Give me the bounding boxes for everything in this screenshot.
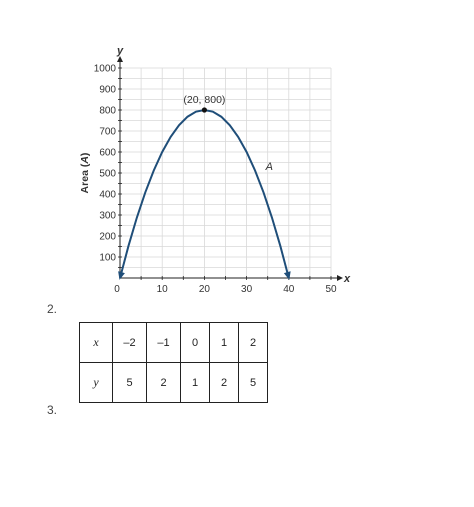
x-axis-title: Length (L) [200, 299, 251, 300]
table-cell: –1 [146, 322, 181, 363]
table-cell: 1 [209, 322, 239, 363]
x-tick-label: 40 [283, 284, 295, 295]
y-tick-label: 400 [99, 190, 116, 201]
x-tick-label: 50 [325, 284, 337, 295]
chart-series [118, 107, 291, 280]
y-tick-label: 600 [99, 148, 116, 159]
table-header-x: x [79, 322, 113, 363]
series-arrowhead [118, 271, 125, 280]
y-tick-label: 900 [99, 85, 116, 96]
chart-ticks: 0 10 20 30 40 50 100 200 300 400 500 600 700 800 900 10… [94, 64, 337, 296]
y-axis-arrow [117, 56, 123, 62]
item-number-2: 2. [47, 302, 58, 316]
table-cell: 2 [238, 322, 268, 363]
y-tick-label: 100 [99, 253, 116, 264]
table-cell: 1 [180, 362, 210, 403]
vertex-point [201, 107, 207, 113]
item-number-3: 3. [47, 403, 58, 417]
table-cell: 5 [238, 362, 268, 403]
x-tick-label: 30 [241, 284, 253, 295]
table-row-y: y 5 2 1 2 5 [79, 362, 268, 403]
x-axis-arrow [337, 275, 343, 281]
chart-labels: A (20, 800) x y Length (L) Area (A) [79, 45, 351, 300]
x-axis-letter: x [343, 273, 351, 285]
y-tick-label: 700 [99, 127, 116, 138]
x-tick-label: 20 [199, 284, 211, 295]
area-chart: 0 10 20 30 40 50 100 200 300 400 500 600 700 800 900 10… [79, 45, 351, 300]
y-axis-letter: y [116, 45, 124, 57]
series-label: A [265, 161, 273, 173]
table-cell: –2 [112, 322, 147, 363]
y-tick-label: 500 [99, 169, 116, 180]
table-cell: 2 [209, 362, 239, 403]
table-header-y: y [79, 362, 113, 403]
table-row-x: x –2 –1 0 1 2 [79, 322, 268, 363]
x-tick-label: 0 [114, 284, 120, 295]
y-tick-label: 1000 [94, 64, 117, 75]
table-cell: 5 [112, 362, 147, 403]
series-arrowhead [283, 271, 291, 280]
x-tick-label: 10 [157, 284, 169, 295]
y-axis-title: Area (A) [79, 153, 91, 194]
y-tick-label: 200 [99, 232, 116, 243]
y-tick-label: 800 [99, 106, 116, 117]
y-tick-label: 300 [99, 211, 116, 222]
values-table: x –2 –1 0 1 2 y 5 2 1 2 5 [79, 322, 268, 403]
chart-axes [117, 56, 343, 281]
table-cell: 2 [146, 362, 181, 403]
vertex-annotation: (20, 800) [183, 94, 225, 106]
table-cell: 0 [180, 322, 210, 363]
chart-grid [120, 67, 332, 278]
